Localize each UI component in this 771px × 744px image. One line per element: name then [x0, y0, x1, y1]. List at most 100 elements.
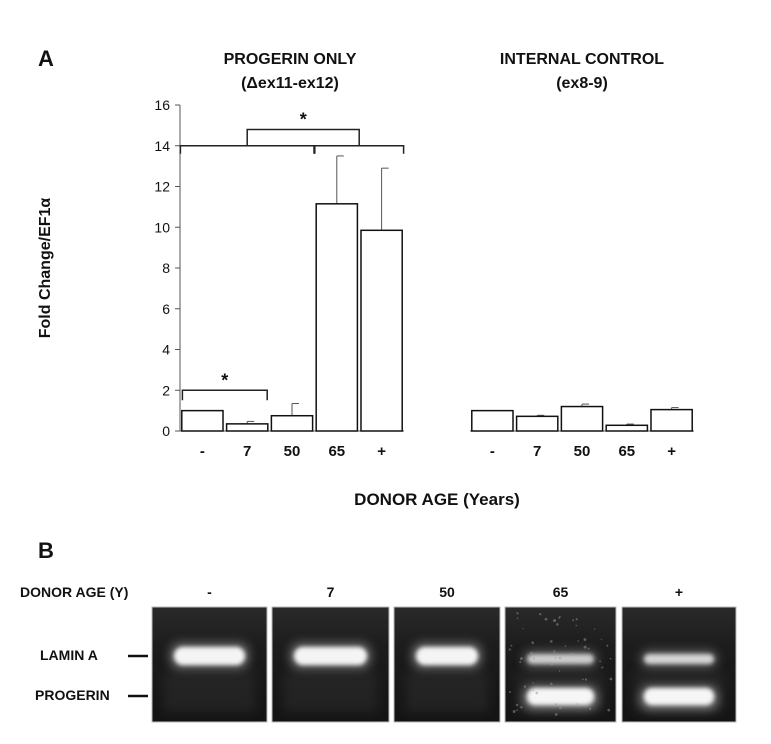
- y-tick-label: 8: [162, 260, 170, 276]
- gel-speckle: [516, 709, 519, 711]
- gel-speckle: [559, 706, 562, 710]
- gel-speckle: [600, 638, 602, 640]
- gel-speckle: [582, 678, 584, 681]
- gel-row-label: DONOR AGE (Y): [20, 584, 128, 600]
- gel-speckle: [535, 691, 539, 695]
- gel-speckle: [553, 650, 556, 653]
- gel-speckle: [593, 628, 596, 630]
- gel-speckle: [558, 670, 561, 672]
- gel-speckle: [519, 657, 523, 660]
- y-tick-label: 2: [162, 382, 170, 398]
- gel-lane-label: +: [675, 584, 683, 600]
- gel-speckle: [593, 700, 596, 702]
- gel-speckle: [569, 652, 573, 656]
- gel-image: - 7 50 65 +: [151, 584, 737, 723]
- progerin-category-label: -: [200, 443, 205, 460]
- lamin-band: [644, 654, 714, 664]
- gel-speckle: [572, 619, 575, 622]
- gel-speckle: [527, 654, 530, 657]
- control-bar: [560, 405, 604, 432]
- gel-speckle: [554, 657, 557, 659]
- gel-speckle: [532, 689, 535, 692]
- gel-speckle: [606, 644, 609, 647]
- progerin-band: [644, 688, 714, 705]
- gel-speckle: [508, 648, 511, 651]
- gel-speckle: [522, 628, 524, 630]
- y-tick-label: 0: [162, 423, 170, 439]
- gel-speckle: [531, 641, 535, 644]
- gel-speckle: [512, 710, 516, 713]
- gel-speckle: [508, 690, 511, 693]
- gel-speckle: [532, 682, 534, 684]
- gel-band-label-progerin: PROGERIN: [35, 687, 110, 703]
- gel-speckle: [609, 677, 613, 681]
- gel-speckle: [515, 703, 519, 707]
- progerin-bar: [181, 409, 224, 432]
- significance-star: *: [221, 370, 228, 390]
- y-tick-label: 16: [154, 97, 170, 113]
- gel-smear: [284, 672, 377, 712]
- chart1-subtitle: (Δex11-ex12): [241, 75, 339, 92]
- gel-speckle: [607, 708, 611, 712]
- significance-bracket-group-right: [314, 145, 405, 154]
- chart1-title: PROGERIN ONLY: [224, 51, 357, 68]
- chart2-title: INTERNAL CONTROL: [500, 51, 664, 68]
- progerin-bar: [270, 414, 314, 432]
- gel-lane-label: -: [207, 584, 212, 600]
- progerin-bar: [225, 423, 269, 432]
- gel-speckle: [550, 682, 553, 686]
- control-category-label: -: [490, 443, 495, 460]
- control-category-label: +: [667, 443, 676, 460]
- progerin-bar: [360, 229, 403, 432]
- lamin-band: [174, 647, 245, 665]
- gel-band-label-lamin: LAMIN A: [40, 647, 98, 663]
- progerin-category-label: 50: [284, 443, 301, 460]
- significance-bracket-group-left: [179, 145, 315, 154]
- gel-speckle: [609, 657, 612, 660]
- y-tick-label: 14: [154, 138, 170, 154]
- panel-b-label: B: [38, 538, 54, 563]
- gel-speckle: [583, 638, 587, 641]
- gel-speckle: [565, 662, 568, 664]
- gel-speckle: [558, 616, 561, 619]
- progerin-band: [527, 688, 594, 705]
- gel-speckle: [577, 640, 579, 642]
- gel-speckle: [584, 678, 588, 681]
- gel-speckle: [556, 623, 559, 626]
- gel-speckle: [564, 645, 567, 648]
- control-bar: [650, 408, 693, 432]
- gel-lane-label: 50: [439, 584, 455, 600]
- gel-speckle: [523, 685, 527, 688]
- gel-speckle: [529, 651, 533, 655]
- control-category-label: 7: [533, 443, 541, 460]
- gel-smear: [164, 672, 255, 712]
- significance-bracket-top: [246, 128, 360, 146]
- gel-speckle: [520, 705, 523, 709]
- progerin-category-label: 7: [243, 443, 251, 460]
- gel-lane-label: 65: [553, 584, 569, 600]
- control-bar: [605, 424, 649, 432]
- progerin-chart: 0 2 4 6 8 10 12 14 16 - 7 50 65 + * *: [154, 97, 405, 460]
- gel-speckle: [587, 647, 590, 650]
- lamin-band: [416, 647, 478, 665]
- x-axis-label: DONOR AGE (Years): [354, 490, 520, 509]
- gel-speckle: [519, 661, 522, 664]
- gel-speckle: [552, 619, 556, 623]
- lamin-band: [294, 647, 367, 665]
- gel-speckle: [576, 703, 578, 705]
- gel-speckle: [550, 663, 554, 666]
- gel-speckle: [544, 617, 548, 621]
- gel-speckle: [575, 624, 578, 627]
- gel-speckle: [554, 703, 558, 706]
- panel-a-label: A: [38, 46, 54, 71]
- gel-speckle: [583, 645, 587, 649]
- control-bar: [515, 415, 559, 432]
- gel-speckle: [550, 640, 553, 643]
- gel-speckle: [539, 613, 542, 616]
- y-tick-label: 4: [162, 342, 170, 358]
- progerin-category-label: 65: [328, 443, 345, 460]
- gel-speckle: [575, 618, 578, 621]
- internal-control-chart: - 7 50 65 +: [470, 403, 694, 460]
- chart2-subtitle: (ex8-9): [556, 75, 608, 92]
